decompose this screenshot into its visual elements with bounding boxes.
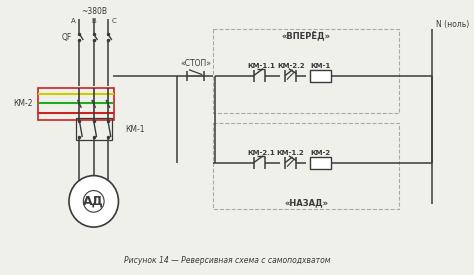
Bar bbox=[310, 70, 331, 82]
Bar bbox=[213, 29, 399, 113]
Text: КМ-2: КМ-2 bbox=[13, 99, 33, 108]
Text: B: B bbox=[91, 18, 96, 24]
Text: ~380В: ~380В bbox=[81, 7, 107, 16]
Text: АД: АД bbox=[83, 195, 104, 208]
Text: КМ-2.1: КМ-2.1 bbox=[247, 150, 275, 156]
Bar bbox=[76, 118, 112, 140]
Text: N (ноль): N (ноль) bbox=[437, 20, 470, 29]
Text: C: C bbox=[112, 18, 117, 24]
Text: КМ-1.2: КМ-1.2 bbox=[277, 150, 305, 156]
Text: QF: QF bbox=[62, 32, 72, 42]
Bar bbox=[213, 123, 399, 209]
Bar bbox=[310, 157, 331, 169]
Text: КМ-1: КМ-1 bbox=[125, 125, 145, 134]
Text: «ВПЕРЁД»: «ВПЕРЁД» bbox=[282, 31, 330, 41]
Circle shape bbox=[69, 176, 118, 227]
Text: КМ-1: КМ-1 bbox=[310, 63, 330, 69]
Text: A: A bbox=[71, 18, 76, 24]
Text: «СТОП»: «СТОП» bbox=[180, 59, 211, 68]
Text: Рисунок 14 — Реверсивная схема с самоподхватом: Рисунок 14 — Реверсивная схема с самопод… bbox=[124, 256, 330, 265]
Text: «НАЗАД»: «НАЗАД» bbox=[284, 198, 328, 207]
Text: КМ-2: КМ-2 bbox=[310, 150, 330, 156]
Bar bbox=[37, 87, 114, 120]
Text: КМ-1.1: КМ-1.1 bbox=[247, 63, 275, 69]
Text: КМ-2.2: КМ-2.2 bbox=[277, 63, 304, 69]
